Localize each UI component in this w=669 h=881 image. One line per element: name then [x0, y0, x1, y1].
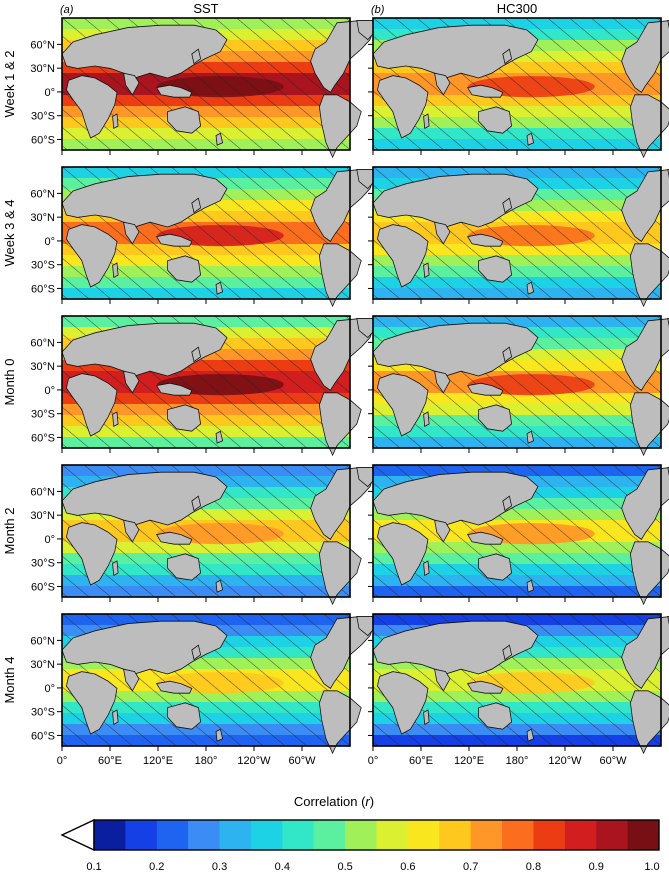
lat-tick-label: 30°N: [30, 659, 55, 671]
colorbar-tick-label: 0.2: [149, 861, 164, 873]
colorbar-tick-label: 0.7: [463, 861, 478, 873]
lat-tick-label: 30°N: [30, 510, 55, 522]
colorbar-swatch: [282, 820, 315, 850]
colorbar-swatch: [502, 820, 534, 850]
row-label: Month 2: [2, 508, 17, 555]
colorbar-tick-label: 0.3: [212, 861, 227, 873]
colorbar-tick-label: 1.0: [644, 861, 659, 873]
lon-tick-label: 120°W: [237, 755, 271, 767]
colorbar-swatch: [376, 820, 409, 850]
map-panel-b-2: [372, 315, 669, 456]
row-label: Month 4: [2, 657, 17, 704]
colorbar-swatch: [564, 820, 597, 850]
lat-tick-label: 0°: [44, 534, 55, 546]
panel-letter-a: (a): [60, 4, 74, 16]
colorbar-swatch: [439, 820, 472, 850]
colorbar-tick-label: 0.5: [337, 861, 352, 873]
colorbar-tick-label: 0.6: [400, 861, 415, 873]
lat-tick-label: 0°: [44, 385, 55, 397]
lat-tick-label: 60°S: [31, 283, 55, 295]
map-panel-a-2: [61, 315, 378, 456]
lat-tick-label: 30°S: [31, 260, 55, 272]
colorbar-swatch: [533, 820, 566, 850]
colorbar-swatch: [219, 820, 252, 850]
panel-title-a: SST: [193, 1, 218, 16]
colorbar-swatch: [125, 820, 158, 850]
lat-tick-label: 60°S: [31, 730, 55, 742]
lat-tick-label: 30°N: [30, 212, 55, 224]
row-label: Week 1 & 2: [2, 51, 17, 118]
lon-tick-label: 60°W: [599, 755, 627, 767]
lon-tick-label: 0°: [57, 755, 68, 767]
row-label: Week 3 & 4: [2, 200, 17, 267]
lat-tick-label: 0°: [44, 87, 55, 99]
lon-tick-label: 60°W: [288, 755, 316, 767]
colorbar-swatch: [250, 820, 283, 850]
colorbar-swatch: [407, 820, 440, 850]
colorbar-swatch: [345, 820, 377, 850]
row-label: Month 0: [2, 359, 17, 406]
colorbar-swatch: [188, 820, 220, 850]
colorbar-title: Correlation (r): [294, 794, 374, 809]
lat-tick-label: 30°S: [31, 111, 55, 123]
lat-tick-label: 60°S: [31, 134, 55, 146]
lat-tick-label: 60°S: [31, 432, 55, 444]
colorbar-swatch: [156, 820, 189, 850]
map-panel-b-0: [372, 17, 669, 158]
map-panel-a-3: [61, 464, 378, 605]
lon-tick-label: 180°: [506, 755, 529, 767]
lon-tick-label: 0°: [368, 755, 379, 767]
colorbar-tick-label: 0.4: [275, 861, 290, 873]
colorbar-frame: [93, 819, 660, 851]
colorbar-tick-label: 0.8: [526, 861, 541, 873]
colorbar-swatch: [627, 820, 660, 850]
lon-tick-label: 180°: [195, 755, 218, 767]
colorbar-swatch: [94, 820, 126, 850]
lon-tick-label: 120°E: [454, 755, 484, 767]
map-panel-a-0: [61, 17, 378, 158]
lon-tick-label: 60°E: [98, 755, 122, 767]
lat-tick-label: 60°N: [30, 486, 55, 498]
map-panel-a-4: [61, 613, 378, 754]
lon-tick-label: 120°E: [143, 755, 173, 767]
lat-tick-label: 60°N: [30, 635, 55, 647]
map-panel-b-4: [372, 613, 669, 754]
lat-tick-label: 0°: [44, 683, 55, 695]
map-panel-b-1: [372, 166, 669, 307]
lat-tick-label: 0°: [44, 236, 55, 248]
panel-title-b: HC300: [497, 1, 537, 16]
lat-tick-label: 60°S: [31, 581, 55, 593]
colorbar-swatch: [596, 820, 629, 850]
lon-tick-label: 120°W: [548, 755, 582, 767]
lat-tick-label: 30°S: [31, 707, 55, 719]
colorbar-swatch: [313, 820, 346, 850]
lat-tick-label: 60°N: [30, 188, 55, 200]
lat-tick-label: 30°S: [31, 558, 55, 570]
map-panel-b-3: [372, 464, 669, 605]
map-panel-a-1: [61, 166, 378, 307]
lat-tick-label: 60°N: [30, 337, 55, 349]
panel-letter-b: (b): [371, 4, 385, 16]
lat-tick-label: 30°S: [31, 409, 55, 421]
lat-tick-label: 60°N: [30, 39, 55, 51]
lat-tick-label: 30°N: [30, 63, 55, 75]
colorbar-tick-label: 0.9: [589, 861, 604, 873]
lat-tick-label: 30°N: [30, 361, 55, 373]
colorbar-tick-label: 0.1: [86, 861, 101, 873]
lon-tick-label: 60°E: [409, 755, 433, 767]
colorbar-under-arrow: [60, 818, 95, 852]
colorbar-swatch: [470, 820, 503, 850]
